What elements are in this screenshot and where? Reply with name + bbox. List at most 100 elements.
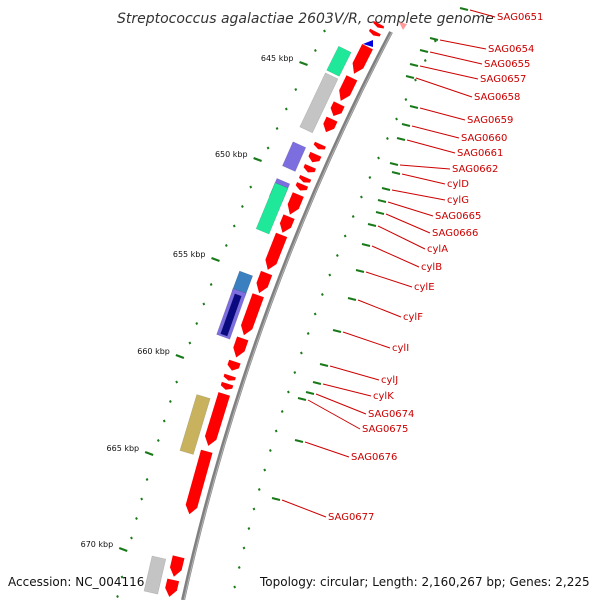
inner-tick (287, 390, 290, 394)
inner-tick (313, 312, 317, 316)
gene-label[interactable]: SAG0658 (474, 92, 520, 103)
gene-label[interactable]: SAG0675 (362, 424, 408, 435)
minor-tick (162, 419, 166, 423)
gene-label[interactable]: SAG0660 (461, 133, 507, 144)
inner-tick (423, 59, 427, 62)
gene-label[interactable]: SAG0657 (480, 74, 526, 85)
gene-label[interactable]: SAG0662 (452, 164, 498, 175)
minor-tick (284, 107, 288, 111)
minor-tick (195, 322, 199, 325)
label-leader-line (322, 383, 372, 397)
cds-arrow (170, 555, 185, 577)
inner-tick (404, 98, 408, 101)
gene-label[interactable]: SAG0677 (328, 512, 374, 523)
gene-label[interactable]: SAG0666 (432, 228, 478, 239)
label-tick (375, 211, 385, 215)
inner-tick (368, 176, 372, 179)
major-tick (118, 546, 128, 553)
label-tick (332, 329, 342, 333)
ruler-ticks (116, 29, 437, 598)
gene-label[interactable]: SAG0651 (497, 12, 543, 23)
cds-arrow (373, 20, 384, 29)
cds-arrow (265, 232, 288, 270)
minor-tick (313, 49, 317, 52)
cog-box-olive (179, 394, 211, 455)
cds-arrow (399, 22, 407, 30)
gene-label[interactable]: cylG (447, 195, 469, 206)
cds-arrow (165, 578, 180, 597)
gene-label[interactable]: SAG0655 (484, 59, 530, 70)
cds-arrow (227, 359, 241, 371)
label-tick (347, 297, 357, 301)
label-tick (459, 7, 469, 11)
backbone-highlight (183, 31, 393, 600)
ruler-label: 665 kbp (107, 444, 140, 453)
label-tick (405, 75, 415, 79)
cds-arrow (299, 175, 312, 183)
label-leader-line (281, 499, 327, 518)
gene-label[interactable]: cylA (427, 244, 448, 255)
minor-tick (135, 517, 138, 520)
label-leader-line (419, 65, 479, 80)
cds-arrow (323, 116, 338, 133)
minor-tick (130, 536, 133, 540)
gene-label[interactable]: SAG0665 (435, 211, 481, 222)
label-tick (396, 137, 406, 141)
label-tick (297, 397, 307, 401)
label-tick (355, 269, 365, 273)
gene-label[interactable]: cylJ (381, 375, 398, 386)
ruler-label: 655 kbp (173, 250, 206, 259)
label-leader-line (329, 365, 380, 381)
gene-label[interactable]: cylB (421, 262, 442, 273)
cds-arrow (313, 141, 326, 150)
cog-boxes (143, 45, 352, 595)
label-leader-line (391, 189, 446, 201)
minor-tick (168, 400, 172, 403)
inner-tick (386, 137, 389, 140)
gene-label-lines (271, 7, 496, 518)
label-tick (391, 171, 401, 175)
major-tick (299, 60, 308, 67)
minor-tick (156, 439, 160, 442)
cog-box-blue (231, 270, 254, 297)
gene-label[interactable]: SAG0676 (351, 452, 397, 463)
label-tick (377, 199, 387, 203)
inner-tick (328, 273, 332, 277)
label-tick (389, 162, 399, 166)
gene-label[interactable]: cylE (414, 282, 435, 293)
label-tick (401, 123, 411, 127)
label-leader-line (387, 201, 434, 217)
minor-tick (202, 302, 206, 306)
inner-tick (320, 293, 324, 296)
gene-label[interactable]: cylI (392, 343, 409, 354)
gene-label[interactable]: SAG0674 (368, 409, 414, 420)
cds-arrow (295, 182, 309, 191)
minor-tick (249, 185, 253, 189)
inner-tick (414, 78, 417, 82)
cds-arrow (279, 214, 295, 233)
gene-label[interactable]: cylF (403, 312, 423, 323)
label-leader-line (307, 399, 361, 430)
inner-tick (257, 488, 261, 491)
label-leader-line (406, 139, 456, 154)
gene-label[interactable]: SAG0659 (467, 115, 513, 126)
label-leader-line (439, 39, 487, 50)
label-leader-line (315, 393, 367, 415)
inner-tick (252, 507, 256, 511)
cog-box-navy (220, 293, 242, 337)
minor-tick (175, 380, 179, 384)
cds-features (165, 20, 407, 597)
inner-tick (242, 546, 246, 550)
gene-label[interactable]: cylK (373, 391, 394, 402)
label-leader-line (469, 9, 496, 18)
cds-arrow (223, 373, 236, 381)
map-title: Streptococcus agalactiae 2603V/R, comple… (117, 11, 494, 27)
gene-label[interactable]: cylD (447, 179, 469, 190)
inner-tick (300, 351, 303, 355)
gene-label[interactable]: SAG0661 (457, 148, 503, 159)
label-tick (381, 187, 391, 191)
minor-tick (188, 341, 192, 345)
cds-arrow (352, 44, 373, 74)
gene-label[interactable]: SAG0654 (488, 44, 534, 55)
